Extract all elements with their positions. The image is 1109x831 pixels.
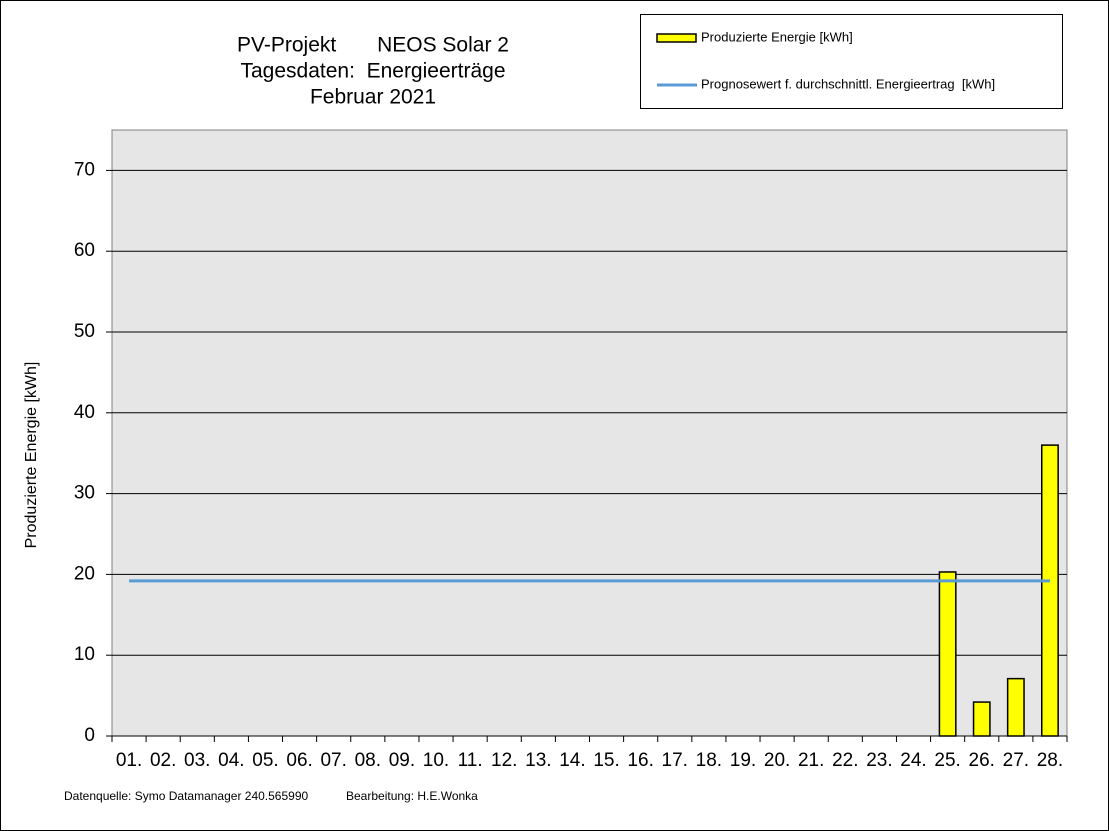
x-tick-label: 21.: [798, 750, 824, 771]
plot-area: [111, 129, 1068, 737]
x-tick-label: 17.: [662, 750, 688, 771]
bar: [1006, 677, 1025, 737]
x-tick-label: 14.: [559, 750, 585, 771]
x-tick-label: 01.: [116, 750, 142, 771]
x-tick-label: 24.: [900, 750, 926, 771]
legend-swatch: [656, 33, 697, 43]
x-tick-label: 16.: [627, 750, 653, 771]
x-tick-label: 18.: [696, 750, 722, 771]
chart-title: Tagesdaten: Energieerträge: [240, 60, 505, 83]
x-tick-label: 06.: [286, 750, 312, 771]
legend-box: [640, 14, 1063, 109]
x-tick-label: 02.: [150, 750, 176, 771]
y-tick-label: 20: [74, 563, 95, 584]
x-tick-label: 20.: [764, 750, 790, 771]
x-tick-label: 25.: [934, 750, 960, 771]
bar: [1041, 444, 1059, 737]
y-tick-label: 30: [74, 483, 95, 504]
bar: [972, 701, 991, 737]
x-tick-label: 09.: [389, 750, 415, 771]
legend-label: Produzierte Energie [kWh]: [701, 29, 853, 44]
y-axis-label: Produzierte Energie [kWh]: [23, 362, 40, 549]
y-tick-label: 50: [74, 321, 95, 342]
y-tick-label: 10: [74, 644, 95, 665]
legend-label: Prognosewert f. durchschnittl. Energieer…: [701, 76, 995, 91]
y-tick-label: 40: [74, 402, 95, 423]
x-tick-label: 28.: [1037, 750, 1063, 771]
x-tick-label: 19.: [730, 750, 756, 771]
y-tick-label: 0: [84, 725, 95, 746]
bar: [938, 571, 957, 737]
x-tick-label: 15.: [593, 750, 619, 771]
footer-text: Bearbeitung: H.E.Wonka: [346, 789, 478, 803]
x-tick-label: 11.: [458, 750, 483, 771]
x-tick-label: 27.: [1003, 750, 1029, 771]
footer-text: Datenquelle: Symo Datamanager 240.565990: [64, 789, 308, 803]
x-tick-label: 23.: [866, 750, 892, 771]
y-tick-label: 70: [74, 159, 95, 180]
chart-title: PV-Projekt NEOS Solar 2: [237, 34, 509, 57]
chart-title: Februar 2021: [310, 86, 436, 109]
x-tick-label: 26.: [969, 750, 995, 771]
y-tick-label: 60: [74, 240, 95, 261]
x-tick-label: 22.: [832, 750, 858, 771]
x-tick-label: 04.: [218, 750, 244, 771]
x-tick-label: 03.: [184, 750, 210, 771]
x-tick-label: 08.: [355, 750, 381, 771]
x-tick-label: 05.: [252, 750, 278, 771]
x-tick-label: 07.: [320, 750, 346, 771]
x-tick-label: 12.: [491, 750, 517, 771]
x-tick-label: 10.: [423, 750, 449, 771]
x-tick-label: 13.: [525, 750, 551, 771]
